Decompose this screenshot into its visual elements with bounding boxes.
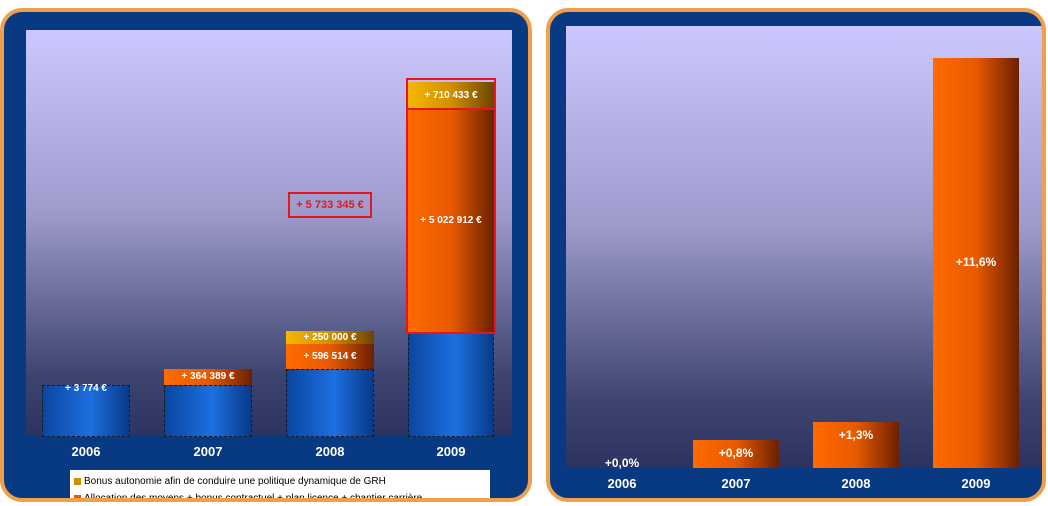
x-tick-2008: 2008 [841,476,871,491]
bar-2009-bonus-frame [406,78,496,110]
legend-swatch-allocation [74,495,81,498]
right-chart-panel: +0,0% +0,8% +1,3% +11,6% 2006 2007 2008 200… [546,8,1046,502]
left-chart-panel: + 3 774 € + 364 389 € + 596 514 € + 250 … [0,8,532,502]
data-label-2009-allocation: + 5 022 912 € [420,215,482,226]
bar-2008-base [286,369,374,437]
legend: Bonus autonomie afin de conduire une pol… [70,470,490,502]
bar-2008 [813,422,899,468]
data-label-2009-bonus: + 710 433 € [424,90,478,101]
x-tick-2006: 2006 [71,444,101,459]
data-label-2008-allocation: + 596 514 € [303,351,357,362]
data-label-2007: +0,8% [718,445,754,460]
data-label-2006: +0,0% [604,456,640,470]
total-increase-callout: + 5 733 345 € [288,192,372,218]
legend-item-allocation: Allocation des moyens + bonus contractue… [74,490,486,502]
x-tick-2008: 2008 [315,444,345,459]
bar-2009-allocation [408,110,494,332]
data-label-2006: + 3 774 € [65,383,107,394]
legend-swatch-bonus [74,478,81,485]
data-label-2008: +1,3% [838,428,874,443]
bar-2007-allocation [164,369,252,385]
data-label-2008-bonus: + 250 000 € [303,332,357,343]
x-tick-2007: 2007 [193,444,223,459]
data-label-2007: + 364 389 € [181,371,235,382]
bar-2006-base [42,385,130,437]
legend-label-allocation: Allocation des moyens + bonus contractue… [84,493,423,502]
bar-2008-bonus [286,331,374,344]
bar-2009 [933,57,1019,468]
bar-2009-highlight-frame [406,78,496,334]
bar-2007 [693,439,779,468]
bar-2007-base [164,385,252,437]
bar-2009-bonus [408,82,494,110]
legend-item-bonus: Bonus autonomie afin de conduire une pol… [74,473,486,490]
x-tick-2009: 2009 [961,476,991,491]
x-tick-2009: 2009 [436,444,466,459]
x-tick-2007: 2007 [721,476,751,491]
x-tick-2006: 2006 [607,476,637,491]
data-label-2009: +11,6% [955,254,997,269]
bar-2009-base [408,332,494,437]
legend-label-bonus: Bonus autonomie afin de conduire une pol… [84,476,386,487]
bar-2008-allocation [286,344,374,369]
